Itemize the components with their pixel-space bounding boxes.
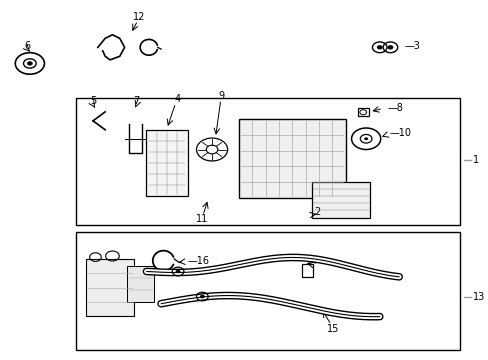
Bar (98, 149, 109, 158)
Bar (94, 145, 103, 155)
Bar (127, 266, 153, 302)
Bar (84, 129, 98, 144)
Text: 5: 5 (90, 96, 96, 106)
Circle shape (175, 270, 180, 273)
Text: 13: 13 (472, 292, 484, 302)
Circle shape (27, 62, 32, 65)
Text: 15: 15 (327, 324, 339, 334)
Circle shape (376, 45, 382, 49)
Text: 4: 4 (175, 94, 181, 104)
Text: 2: 2 (313, 207, 320, 217)
Text: —8: —8 (386, 103, 402, 113)
Text: —16: —16 (187, 256, 209, 266)
Bar (76, 98, 459, 225)
Text: 12: 12 (133, 12, 145, 22)
Text: 6: 6 (24, 41, 30, 50)
Text: 1: 1 (472, 155, 478, 165)
Bar (85, 259, 134, 316)
Bar (357, 108, 368, 116)
Bar (311, 182, 369, 218)
Text: 7: 7 (133, 96, 140, 106)
Bar (238, 119, 345, 198)
Text: 11: 11 (196, 215, 208, 224)
Text: —10: —10 (388, 129, 410, 138)
Text: 9: 9 (218, 91, 224, 101)
Bar (146, 130, 187, 196)
Circle shape (386, 45, 392, 49)
Text: 14: 14 (305, 256, 317, 266)
Bar (302, 264, 312, 277)
Circle shape (364, 137, 367, 140)
Bar (76, 232, 459, 350)
Circle shape (200, 295, 204, 298)
Text: —3: —3 (403, 41, 419, 50)
